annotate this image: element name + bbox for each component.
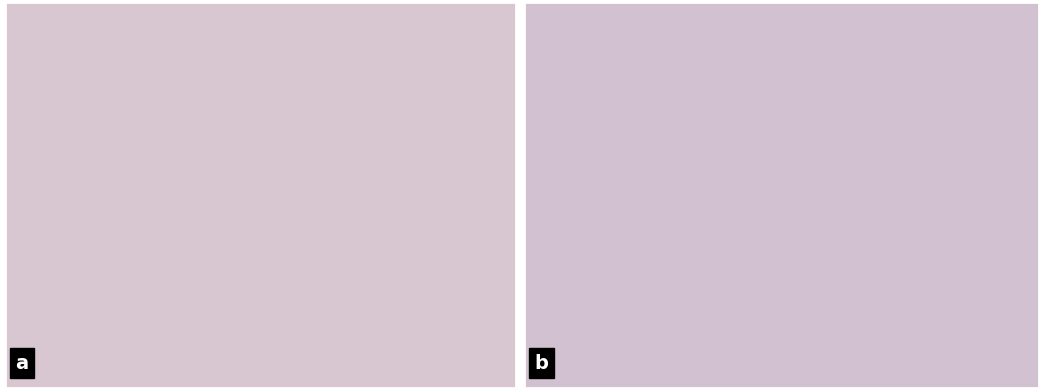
Text: b: b: [535, 354, 548, 372]
Text: a: a: [16, 354, 28, 372]
